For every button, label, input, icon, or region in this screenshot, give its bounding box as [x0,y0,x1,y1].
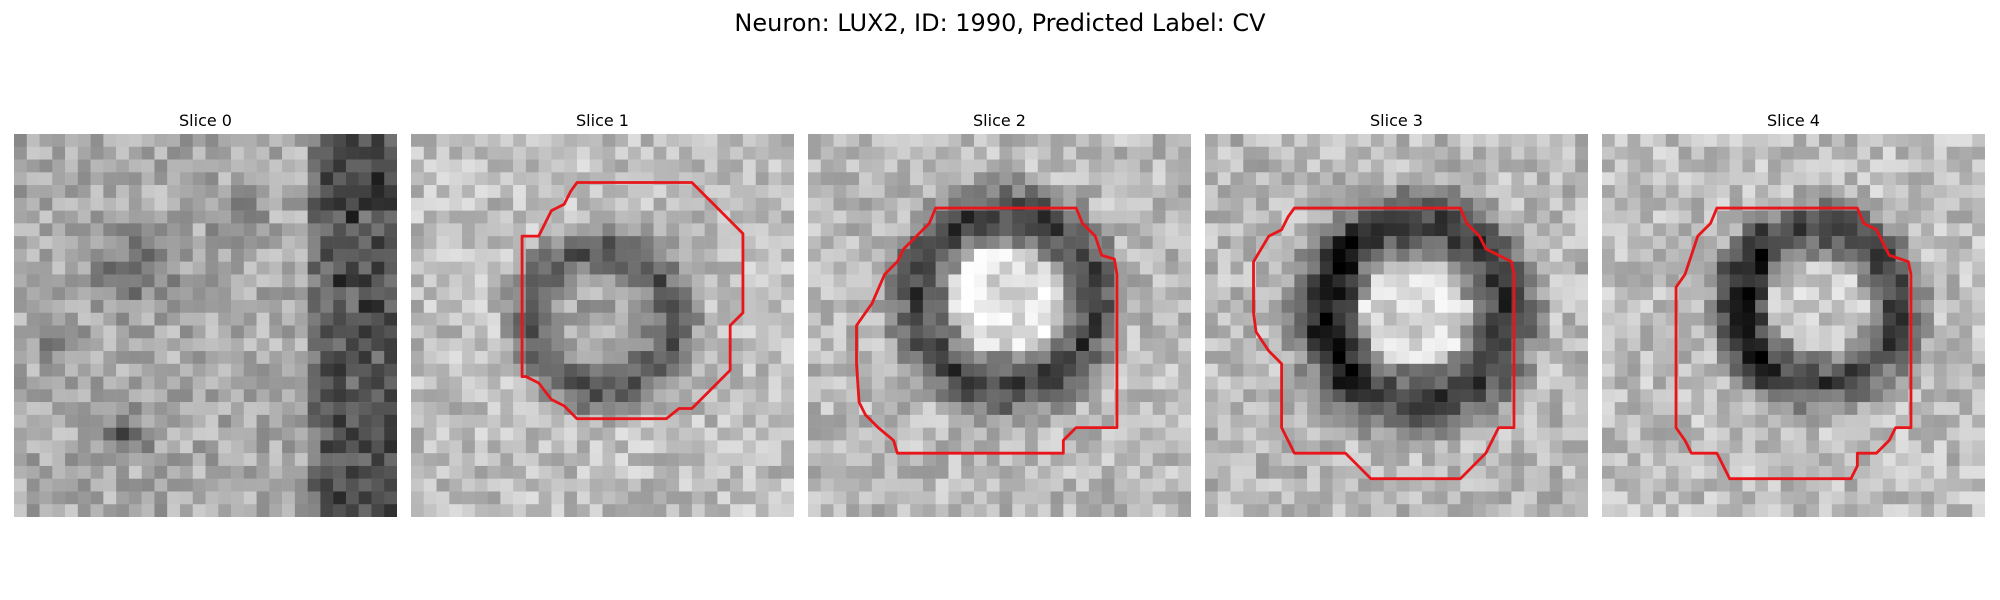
slice-panel-1: Slice 1 [411,108,794,517]
slice-image-2 [808,134,1191,517]
slice-panel-2: Slice 2 [808,108,1191,517]
slice-image-4 [1602,134,1985,517]
slice-image-3 [1205,134,1588,517]
segmentation-contour-3 [1252,206,1516,481]
segmentation-contour-1 [520,181,745,421]
slice-panel-4: Slice 4 [1602,108,1985,517]
slice-panel-0: Slice 0 [14,108,397,517]
slice-title-3: Slice 3 [1370,111,1423,130]
slice-image-1 [411,134,794,517]
slice-panel-3: Slice 3 [1205,108,1588,517]
figure-title: Neuron: LUX2, ID: 1990, Predicted Label:… [734,9,1266,37]
slice-title-4: Slice 4 [1767,111,1820,130]
slice-title-2: Slice 2 [973,111,1026,130]
slice-image-0 [14,134,397,517]
segmentation-contour-4 [1674,206,1913,481]
slice-title-0: Slice 0 [179,111,232,130]
segmentation-contour-2 [855,206,1119,455]
slice-title-1: Slice 1 [576,111,629,130]
